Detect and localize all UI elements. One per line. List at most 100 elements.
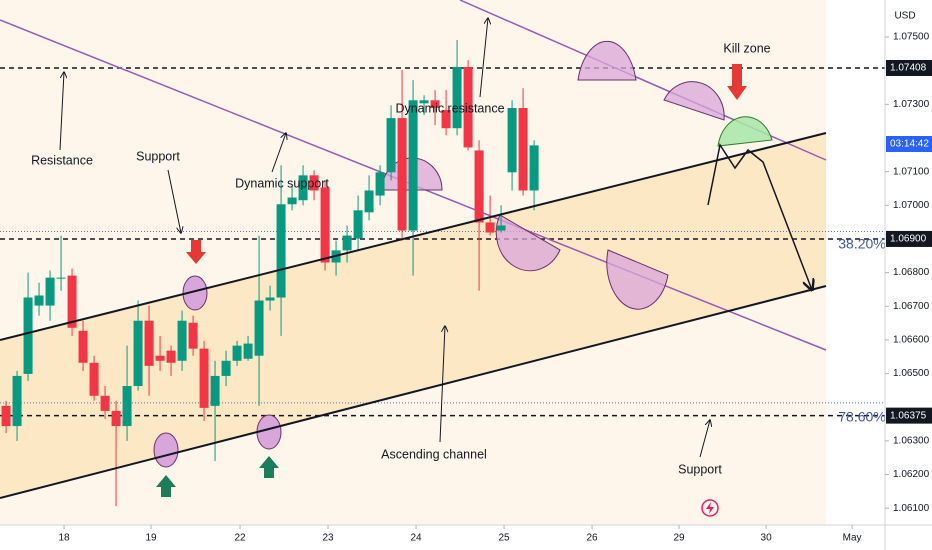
y-tick-label: 1.06500 (893, 368, 930, 379)
candle-body (1, 405, 11, 427)
candle-body (287, 197, 297, 205)
candle-body (485, 222, 495, 233)
x-tick-label: 30 (761, 533, 773, 544)
candle-body (177, 320, 187, 361)
channel-line (0, 132, 827, 341)
candles (1, 40, 539, 507)
x-tick-label: 19 (145, 533, 157, 544)
y-tick-label: 1.07300 (893, 99, 930, 110)
annotation: Kill zone (723, 41, 770, 55)
price-axis (885, 0, 932, 550)
kill-zone-arc (717, 116, 773, 147)
highlight-arc (663, 81, 725, 121)
candle-body (452, 66, 462, 129)
down-arrow (727, 64, 747, 100)
y-tick-label: 1.07000 (893, 200, 930, 211)
annotation: Dynamic support (235, 176, 329, 190)
down-arrow (186, 240, 206, 264)
pointer (167, 169, 181, 233)
candle-body (397, 118, 407, 231)
currency: USD (894, 11, 915, 22)
candle-body (430, 100, 440, 109)
candle-body (199, 348, 209, 408)
x-tick-label: 29 (674, 533, 686, 544)
channel-line (0, 285, 827, 499)
candle-body (100, 395, 110, 411)
highlight-arc (606, 249, 669, 310)
candle-body (89, 362, 99, 396)
level-label: 1.06375 (890, 410, 927, 421)
candle-body (133, 320, 143, 387)
candle-body (320, 187, 330, 263)
x-tick-label: 26 (586, 533, 598, 544)
candle-body (408, 100, 418, 231)
candle-body (78, 330, 88, 363)
candle-body (353, 210, 363, 239)
annotation: Support (678, 462, 722, 476)
candle-body (342, 235, 352, 251)
candle-body (441, 110, 451, 129)
candle-body (166, 350, 176, 363)
x-tick-label: 23 (322, 533, 334, 544)
y-tick-label: 1.06700 (893, 301, 930, 312)
candle-body (529, 145, 539, 191)
y-tick-label: 1.06200 (893, 469, 930, 480)
x-tick-label: 25 (498, 533, 510, 544)
candle-body (463, 66, 473, 148)
fib-label: 38.20% (838, 236, 885, 252)
candle-body (496, 225, 506, 231)
candle-body (419, 100, 429, 104)
candle-body (375, 172, 385, 196)
pointer (479, 18, 488, 98)
candle-body (518, 108, 528, 191)
x-tick-label: 18 (58, 533, 70, 544)
countdown: 03:14:42 (890, 139, 929, 150)
up-arrow (259, 456, 279, 478)
candle-body (45, 277, 55, 306)
fib-label: 78.60% (838, 409, 885, 425)
levels (0, 67, 885, 417)
pointer (439, 326, 445, 443)
candle-body (210, 375, 220, 406)
drawings (0, 0, 827, 468)
candle-body (23, 297, 33, 374)
x-tick-label: 22 (234, 533, 246, 544)
candle-body (56, 277, 66, 279)
countdown-box (886, 136, 932, 152)
annotation: Resistance (31, 153, 93, 167)
annotation: Dynamic resistance (395, 101, 504, 115)
level-box (886, 407, 932, 424)
y-tick-label: 1.06300 (893, 436, 930, 447)
x-tick-label: 24 (410, 533, 422, 544)
candle-body (155, 355, 165, 361)
level-label: 1.06900 (890, 234, 927, 245)
y-tick-label: 1.06600 (893, 335, 930, 346)
candle-body (67, 275, 77, 328)
candle-body (386, 118, 396, 173)
candle-body (265, 297, 275, 301)
pointer (699, 420, 710, 458)
projection-path (707, 143, 812, 290)
y-tick-label: 1.07100 (893, 166, 930, 177)
candle-body (309, 175, 319, 191)
highlight-circle (182, 275, 208, 311)
pointer (59, 72, 64, 151)
y-tick-label: 1.06100 (893, 503, 930, 514)
candle-body (122, 386, 132, 427)
highlight-arc (495, 214, 561, 272)
candle-body (188, 322, 198, 349)
candle-body (507, 108, 517, 173)
x-tick-label: May (843, 533, 862, 544)
candle-body (276, 204, 286, 298)
candle-body (298, 175, 308, 201)
candle-body (221, 360, 231, 376)
pointer (271, 133, 286, 173)
level-label: 1.07408 (890, 63, 927, 74)
level-box (886, 230, 932, 247)
candle-body (254, 300, 264, 356)
candle-body (364, 190, 374, 213)
candle-body (144, 320, 154, 366)
highlight-arc (577, 40, 637, 81)
